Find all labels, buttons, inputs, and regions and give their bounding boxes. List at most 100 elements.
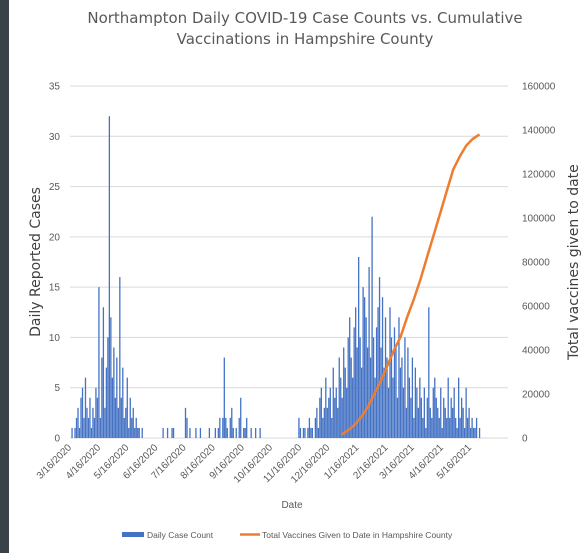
case-bar: [444, 407, 446, 438]
case-bar: [419, 377, 421, 438]
case-bar: [332, 367, 334, 438]
case-bar: [465, 387, 467, 438]
y-left-tick-label: 10: [49, 333, 61, 344]
case-bar: [320, 387, 322, 438]
case-bar: [347, 337, 349, 438]
case-bar: [89, 397, 91, 438]
case-bar: [126, 377, 128, 438]
case-bar: [298, 417, 300, 438]
case-bar: [402, 387, 405, 438]
case-bar: [101, 357, 103, 438]
case-bar: [137, 427, 139, 438]
case-bar: [437, 407, 439, 438]
case-bar: [117, 407, 119, 438]
case-bar: [229, 417, 231, 438]
case-bar: [104, 407, 106, 438]
case-bar: [162, 427, 164, 438]
chart-title-line-1: Northampton Daily COVID-19 Case Counts v…: [87, 9, 523, 27]
case-bar: [410, 397, 412, 438]
case-bar: [328, 397, 330, 438]
case-bar: [375, 327, 378, 438]
case-bar: [443, 397, 445, 438]
case-bar: [102, 307, 105, 438]
case-bar: [232, 427, 234, 438]
case-bar: [319, 397, 321, 438]
vaccine-line: [340, 133, 481, 436]
y-right-tick-label: 140000: [522, 126, 556, 137]
y-right-tick-label: 80000: [522, 258, 550, 269]
case-bar: [80, 397, 82, 438]
case-bar: [225, 417, 227, 438]
case-bar: [123, 417, 125, 438]
case-bar: [453, 387, 455, 438]
case-bar: [119, 277, 121, 438]
case-bar: [134, 427, 136, 438]
y-left-tick-label: 15: [49, 283, 61, 294]
case-bar: [86, 407, 88, 438]
case-bar: [468, 407, 470, 438]
case-bar: [235, 427, 237, 438]
case-bar: [222, 417, 224, 438]
case-bar: [96, 397, 99, 438]
case-bar: [310, 427, 312, 438]
case-bar: [93, 417, 96, 438]
case-bar: [458, 377, 460, 438]
case-bar: [138, 427, 140, 438]
case-bar: [393, 327, 396, 438]
case-bar: [417, 407, 420, 438]
case-bar: [75, 417, 78, 438]
case-bar: [343, 347, 345, 438]
case-bar: [116, 357, 118, 438]
case-bar: [404, 337, 406, 438]
case-bar: [365, 317, 367, 438]
case-bar: [99, 417, 102, 438]
case-bar: [392, 377, 394, 438]
case-bar: [166, 427, 169, 438]
case-bar: [452, 407, 454, 438]
case-bar: [428, 307, 430, 438]
case-bar: [366, 347, 369, 438]
case-bar: [111, 377, 113, 438]
case-bar: [432, 387, 434, 438]
case-bar: [349, 317, 351, 438]
case-bar: [389, 307, 391, 438]
case-bar: [474, 427, 476, 438]
case-bar: [450, 397, 452, 438]
case-bar: [105, 367, 108, 438]
y-left-tick-label: 25: [49, 182, 61, 193]
case-bar: [231, 407, 233, 438]
case-bar: [414, 367, 417, 438]
case-bar: [411, 357, 414, 438]
case-bar: [113, 347, 115, 438]
case-bar: [384, 317, 387, 438]
case-bar: [129, 397, 131, 438]
y-right-tick-label: 100000: [522, 214, 556, 225]
case-bar: [478, 427, 481, 438]
case-bar: [335, 387, 337, 438]
case-bar: [217, 427, 219, 438]
case-bar: [71, 427, 73, 438]
case-bar: [246, 417, 248, 438]
chart-title-line-2: Vaccinations in Hampshire County: [176, 30, 434, 48]
case-bar: [423, 387, 425, 438]
chart-title: Northampton Daily COVID-19 Case Counts v…: [40, 8, 570, 50]
case-bar: [331, 417, 333, 438]
case-bar: [84, 377, 87, 438]
case-bar: [74, 427, 76, 438]
case-bar: [372, 337, 375, 438]
case-bar: [346, 387, 348, 438]
y-left-tick-label: 5: [54, 383, 60, 394]
y-left-tick-label: 35: [49, 82, 61, 93]
case-bar: [214, 427, 216, 438]
case-bar: [302, 427, 305, 438]
y-right-tick-label: 160000: [522, 82, 556, 93]
case-bar: [344, 367, 346, 438]
case-bar: [81, 387, 84, 438]
case-bar: [438, 417, 440, 438]
case-bar: [446, 417, 448, 438]
case-bar: [355, 307, 357, 438]
case-bar: [420, 397, 422, 438]
case-bar: [334, 397, 336, 438]
case-bar: [360, 367, 363, 438]
